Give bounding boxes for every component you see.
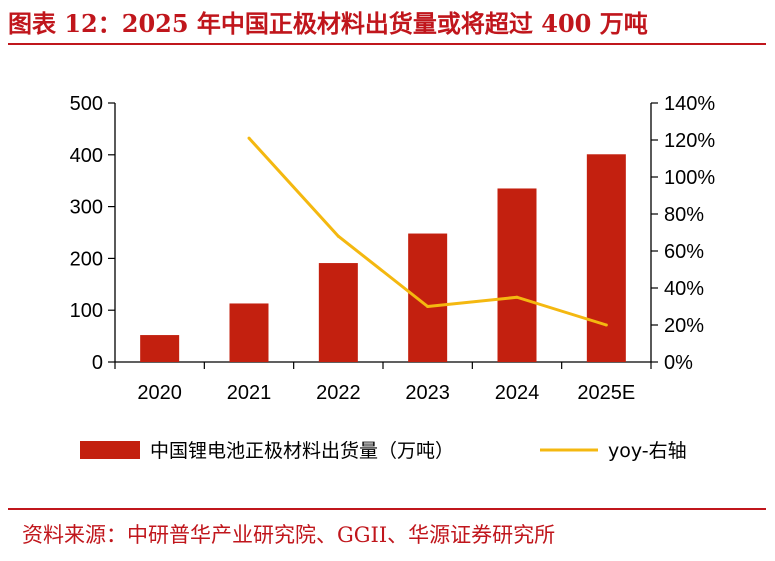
left-y-tick-label: 400 <box>70 145 103 167</box>
yoy-point <box>426 305 430 308</box>
legend-bar-label: 中国锂电池正极材料出货量（万吨） <box>150 440 454 462</box>
x-tick-label: 2021 <box>227 382 272 404</box>
chart: 0 100 200 300 400 500 0% 20% 40% 60% 80% 100% 120% 14… <box>70 93 716 462</box>
yoy-point <box>515 295 519 299</box>
yoy-line-series <box>247 136 608 327</box>
bar <box>140 335 180 362</box>
x-tick-label: 2022 <box>316 382 361 404</box>
right-y-tick-label: 40% <box>664 278 704 300</box>
x-tick-label: 2023 <box>405 382 450 404</box>
right-y-tick-label: 140% <box>664 93 715 115</box>
legend-line-label: yoy-右轴 <box>608 440 687 462</box>
x-tick-label: 2025E <box>577 382 635 404</box>
yoy-point <box>247 136 251 140</box>
left-y-tick-label: 200 <box>70 248 103 270</box>
right-y-tick-label: 60% <box>664 241 704 263</box>
right-y-tick-label: 80% <box>664 204 704 226</box>
right-y-tick-label: 120% <box>664 130 715 152</box>
chart-axes: 0 100 200 300 400 500 0% 20% 40% 60% 80% 100% 120% 14… <box>70 93 716 404</box>
title-divider <box>8 43 766 45</box>
bar <box>408 233 448 362</box>
right-y-tick-label: 100% <box>664 167 715 189</box>
bar <box>586 154 626 362</box>
bar <box>229 303 269 362</box>
bar <box>497 188 537 362</box>
x-tick-label: 2020 <box>137 382 182 404</box>
left-y-tick-label: 0 <box>92 352 103 374</box>
x-tick-label: 2024 <box>495 382 540 404</box>
chart-title: 图表 12：2025 年中国正极材料出货量或将超过 400 万吨 <box>8 9 648 38</box>
legend: 中国锂电池正极材料出货量（万吨） yoy-右轴 <box>80 440 687 462</box>
bar-series <box>140 154 626 362</box>
right-y-tick-label: 0% <box>664 352 693 374</box>
yoy-point <box>604 323 608 327</box>
left-y-tick-label: 500 <box>70 93 103 115</box>
left-y-tick-label: 100 <box>70 300 103 322</box>
source-note: 资料来源：中研普华产业研究院、GGII、华源证券研究所 <box>22 523 556 547</box>
bar <box>318 263 358 362</box>
legend-bar-swatch <box>80 441 140 459</box>
right-y-tick-label: 20% <box>664 315 704 337</box>
yoy-point <box>336 234 340 238</box>
left-y-tick-label: 300 <box>70 197 103 219</box>
source-divider <box>8 508 766 510</box>
